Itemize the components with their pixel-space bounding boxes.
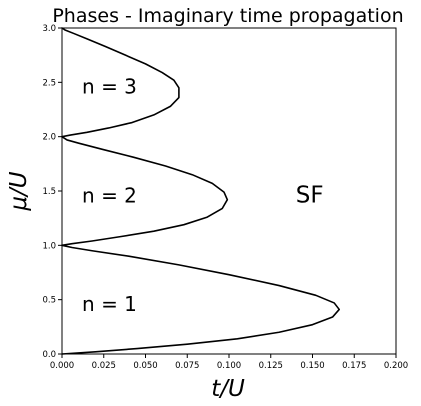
lobe-line-3 (61, 27, 180, 138)
plot-area: n = 1 n = 2 n = 3 SF (61, 27, 341, 355)
region-label-2: n = 2 (82, 183, 137, 207)
axes: 0.000 0.025 0.050 0.075 0.100 0.125 0.150 0.175… (42, 24, 408, 371)
x-tick-label: 0.050 (133, 361, 157, 371)
x-tick-label: 0.100 (217, 361, 241, 371)
x-tick-label: 0.000 (50, 361, 74, 371)
x-tick-label: 0.075 (175, 361, 199, 371)
y-tick-label: 1.0 (42, 241, 56, 251)
region-label-3: n = 3 (82, 75, 137, 99)
x-axis-label: t/U (211, 376, 245, 402)
y-tick-label: 0.5 (42, 296, 56, 306)
x-tick-label: 0.025 (92, 361, 116, 371)
y-tick-label: 2.5 (42, 78, 56, 88)
region-label-1: n = 1 (82, 292, 137, 316)
chart-title: Phases - Imaginary time propagation (52, 5, 403, 27)
y-tick-label: 2.0 (42, 133, 56, 143)
x-tick-label: 0.175 (342, 361, 366, 371)
x-tick-label: 0.200 (384, 361, 408, 371)
x-tick-label: 0.125 (259, 361, 283, 371)
lobe-line-1 (61, 244, 341, 355)
y-axis-label: μ/U (6, 171, 32, 211)
y-tick-label: 3.0 (42, 24, 56, 34)
region-label-4: SF (296, 182, 324, 208)
y-tick-label: 1.5 (42, 187, 56, 197)
lobe-line-2 (61, 135, 229, 247)
y-tick-label: 0.0 (42, 350, 56, 360)
x-tick-label: 0.150 (300, 361, 324, 371)
